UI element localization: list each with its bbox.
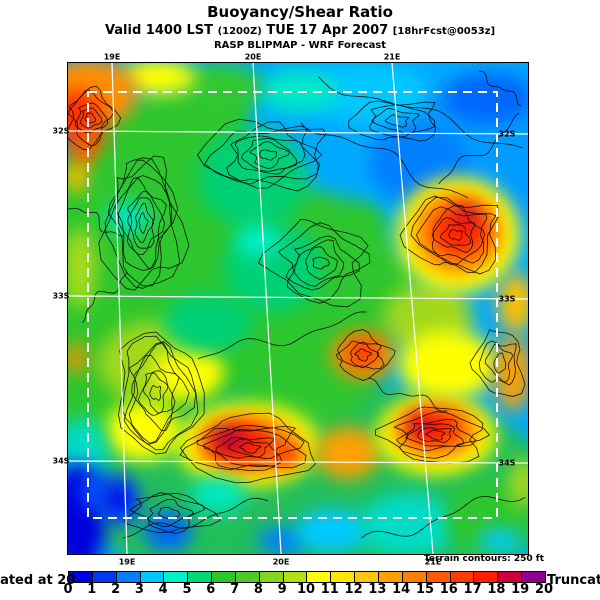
colorbar-segment-19 — [521, 572, 545, 582]
colorbar-tick-2: 2 — [111, 582, 121, 597]
colorbar-segment-2 — [115, 572, 140, 582]
colorbar-tick-15: 15 — [415, 582, 435, 597]
y-tick-right-33S: 33S — [498, 294, 516, 304]
colorbar-tick-20: 20 — [534, 582, 554, 597]
colorbar-segment-18 — [497, 572, 522, 582]
colorbar-tick-9: 9 — [277, 582, 287, 597]
colorbar-tick-16: 16 — [439, 582, 458, 597]
valid-date: TUE 17 Apr 2007 — [266, 22, 389, 38]
colorbar-segment-14 — [401, 572, 426, 582]
colorbar-segment-17 — [473, 572, 498, 582]
page-title: Buoyancy/Shear Ratio — [207, 3, 393, 21]
colorbar-tick-5: 5 — [182, 582, 192, 597]
colorbar-segment-16 — [449, 572, 474, 582]
colorbar-segment-15 — [425, 572, 450, 582]
valid-fcst: [18hrFcst@0053z] — [392, 25, 496, 37]
colorbar-segment-9 — [282, 572, 307, 582]
colorbar-tick-14: 14 — [392, 582, 411, 597]
x-tick-top-21E: 21E — [383, 52, 401, 62]
colorbar-tick-13: 13 — [368, 582, 387, 597]
y-tick-left-33S: 33S — [52, 291, 70, 301]
colorbar-segment-12 — [354, 572, 378, 582]
model-line: RASP BLIPMAP - WRF Forecast — [213, 39, 387, 51]
colorbar-tick-11: 11 — [320, 582, 339, 597]
y-tick-left-32S: 32S — [52, 126, 70, 136]
y-tick-right-32S: 32S — [498, 129, 516, 139]
colorbar — [68, 571, 546, 583]
colorbar-tick-8: 8 — [253, 582, 263, 597]
colorbar-tick-1: 1 — [87, 582, 97, 597]
x-tick-bottom-19E: 19E — [118, 557, 136, 567]
x-tick-bottom-20E: 20E — [272, 557, 290, 567]
x-tick-top-19E: 19E — [103, 52, 121, 62]
colorbar-tick-4: 4 — [158, 582, 168, 597]
colorbar-tick-19: 19 — [511, 582, 530, 597]
y-tick-right-34S: 34S — [498, 458, 516, 468]
colorbar-tick-10: 10 — [296, 582, 316, 597]
colorbar-tick-0: 0 — [63, 582, 73, 597]
colorbar-segment-1 — [91, 572, 116, 582]
colorbar-segment-3 — [139, 572, 164, 582]
truncated-note-left: Truncated at 20 — [0, 573, 76, 588]
colorbar-segment-11 — [330, 572, 355, 582]
colorbar-segment-4 — [163, 572, 188, 582]
valid-time: Valid 1400 LST — [104, 22, 214, 38]
colorbar-tick-12: 12 — [344, 582, 363, 597]
colorbar-segment-5 — [187, 572, 212, 582]
colorbar-segment-0 — [69, 572, 92, 582]
colorbar-tick-17: 17 — [463, 582, 482, 597]
valid-line: Valid 1400 LST (1200Z) TUE 17 Apr 2007 [… — [0, 22, 600, 38]
colorbar-segment-6 — [211, 572, 235, 582]
valid-zulu: (1200Z) — [217, 25, 262, 37]
colorbar-segment-7 — [234, 572, 259, 582]
colorbar-tick-7: 7 — [230, 582, 240, 597]
model-domain-box — [87, 91, 498, 519]
colorbar-tick-3: 3 — [134, 582, 144, 597]
colorbar-tick-6: 6 — [206, 582, 216, 597]
map-canvas — [67, 62, 529, 555]
colorbar-segment-10 — [306, 572, 331, 582]
map-field — [68, 63, 528, 554]
x-tick-bottom-21E: 21E — [424, 557, 442, 567]
header: Buoyancy/Shear Ratio Valid 1400 LST (120… — [0, 4, 600, 51]
truncated-note-right: Truncated at 20 — [547, 573, 600, 588]
x-tick-top-20E: 20E — [244, 52, 262, 62]
colorbar-segment-8 — [258, 572, 283, 582]
colorbar-tick-18: 18 — [487, 582, 506, 597]
colorbar-segment-13 — [377, 572, 402, 582]
y-tick-left-34S: 34S — [52, 456, 70, 466]
terrain-contours-note: Terrain contours: 250 ft — [423, 554, 544, 564]
